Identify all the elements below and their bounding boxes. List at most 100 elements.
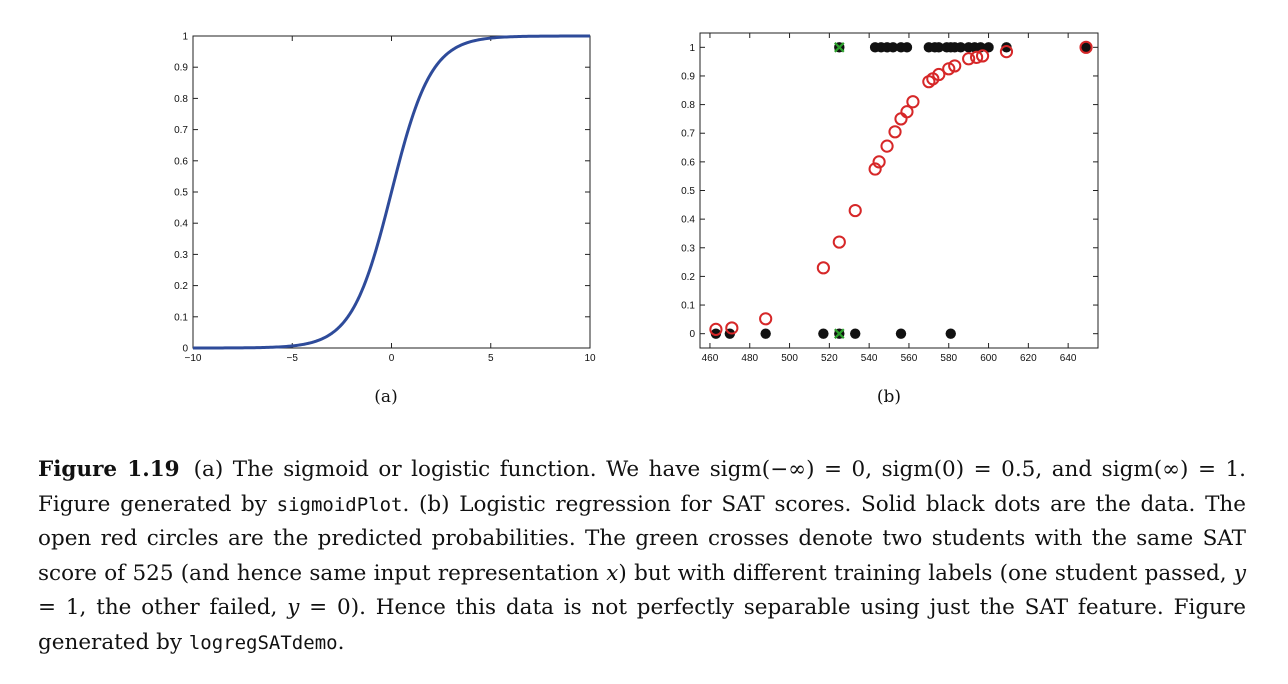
y-tick-label: 0.4 bbox=[681, 215, 695, 226]
math-x: x bbox=[606, 560, 619, 586]
code-sigmoidplot: sigmoidPlot bbox=[276, 493, 403, 516]
sigmoid-curve bbox=[192, 34, 591, 350]
data-point bbox=[963, 42, 974, 53]
data-point bbox=[941, 42, 952, 53]
predicted-probability-point bbox=[872, 155, 886, 169]
subfigure-label-b: (b) bbox=[877, 387, 901, 407]
predicted-probability-point bbox=[888, 125, 902, 139]
data-point bbox=[881, 42, 893, 53]
y-tick-label: 0.7 bbox=[681, 129, 695, 140]
predicted-probability-point bbox=[970, 50, 984, 64]
y-tick-label: 1 bbox=[689, 43, 695, 54]
data-point bbox=[923, 42, 935, 53]
y-tick-label: 0.4 bbox=[174, 219, 188, 230]
data-point bbox=[875, 42, 887, 53]
data-point bbox=[945, 328, 956, 339]
figure-caption: Figure 1.19 (a) The sigmoid or logistic f… bbox=[38, 453, 1246, 661]
figure-label: Figure 1.19 bbox=[38, 457, 180, 482]
predicted-probability-point bbox=[709, 322, 723, 336]
x-tick-label: 560 bbox=[901, 353, 918, 364]
predicted-probability-point bbox=[948, 59, 962, 73]
y-tick-label: 0.8 bbox=[174, 94, 188, 105]
caption-text-5: = 0). Hence this data is not perfectly s… bbox=[38, 595, 1246, 655]
data-point bbox=[933, 42, 944, 53]
caption-text-1: (a) The sigmoid or logistic function. We… bbox=[38, 457, 1247, 517]
data-point bbox=[724, 328, 736, 339]
sigmoid-chart: −10 −5 0 5 10 0 0.1 0.2 0.3 0.4 0.5 0.6 0.7 0.8 0.9 1 (… bbox=[174, 32, 596, 408]
predicted-probability-point bbox=[922, 75, 936, 89]
predicted-probability-point bbox=[880, 139, 894, 153]
plot-frame bbox=[699, 32, 1099, 349]
y-tick-label: 0.8 bbox=[681, 100, 695, 111]
y-tick-label: 0.3 bbox=[174, 250, 188, 261]
predicted-probability-point bbox=[759, 312, 773, 326]
x-tick-label: −5 bbox=[287, 353, 299, 364]
predicted-probability-point bbox=[900, 105, 914, 119]
data-point bbox=[901, 42, 913, 53]
predicted-probability-point bbox=[962, 52, 976, 66]
predicted-probability-point bbox=[816, 261, 830, 275]
y-tick-label: 0.3 bbox=[681, 243, 695, 254]
predicted-probability-point bbox=[725, 321, 739, 335]
green-cross-marker bbox=[834, 328, 845, 339]
y-tick-label: 0.6 bbox=[681, 157, 695, 168]
predicted-probability-point bbox=[906, 95, 920, 109]
data-point bbox=[1080, 42, 1092, 53]
y-tick-label: 0.5 bbox=[681, 186, 695, 197]
data-point bbox=[834, 328, 845, 339]
subfigure-label-a: (a) bbox=[374, 387, 397, 407]
y-tick-label: 0.1 bbox=[174, 312, 188, 323]
data-point bbox=[975, 42, 986, 53]
data-point bbox=[710, 328, 722, 339]
predicted-probability-point bbox=[942, 62, 956, 76]
data-point bbox=[969, 42, 980, 53]
y-tick-label: 0.1 bbox=[681, 301, 695, 312]
y-tick-label: 0.2 bbox=[174, 281, 188, 292]
y-tick-label: 0.9 bbox=[681, 71, 695, 82]
caption-text-3: ) but with different training labels (on… bbox=[618, 560, 1234, 586]
math-y1: y bbox=[1233, 560, 1246, 586]
y-tick-label: 1 bbox=[182, 32, 188, 43]
x-tick-label: 500 bbox=[781, 353, 798, 364]
x-tick-label: 600 bbox=[980, 353, 997, 364]
data-point bbox=[869, 42, 881, 53]
data-point bbox=[955, 42, 966, 53]
y-tick-label: 0 bbox=[182, 344, 188, 355]
math-y2: y bbox=[287, 595, 300, 621]
predicted-probability-point bbox=[832, 235, 846, 249]
y-tick-label: 0 bbox=[689, 329, 695, 340]
predicted-probability-point bbox=[975, 49, 990, 63]
data-point bbox=[895, 42, 907, 53]
data-point bbox=[818, 328, 829, 339]
data-point bbox=[850, 328, 861, 339]
code-logregsatdemo: logregSATdemo bbox=[188, 631, 338, 654]
x-tick-label: 10 bbox=[584, 353, 596, 364]
predicted-probability-point bbox=[1079, 40, 1093, 54]
caption-text-2: . (b) Logistic regression for SAT scores… bbox=[38, 491, 1246, 586]
x-tick-label: 620 bbox=[1020, 353, 1037, 364]
predicted-probability-point bbox=[848, 203, 862, 218]
predicted-probability-point bbox=[999, 45, 1014, 59]
x-tick-label: 580 bbox=[940, 353, 957, 364]
caption-text-4: = 1, the other failed, bbox=[38, 595, 288, 621]
predicted-probability-point bbox=[926, 72, 940, 86]
x-tick-label: 460 bbox=[702, 353, 719, 364]
y-tick-label: 0.5 bbox=[174, 188, 188, 199]
data-point bbox=[895, 328, 907, 339]
y-tick-label: 0.9 bbox=[174, 63, 188, 74]
data-point bbox=[945, 42, 956, 53]
caption-text-6: . bbox=[337, 629, 345, 655]
data-point bbox=[929, 42, 941, 53]
y-tick-label: 0.7 bbox=[174, 125, 188, 136]
x-tick-label: 0 bbox=[389, 353, 395, 364]
data-point bbox=[760, 328, 771, 339]
green-cross-marker bbox=[834, 42, 845, 53]
data-point bbox=[983, 42, 994, 53]
x-tick-label: −10 bbox=[185, 353, 202, 364]
data-point bbox=[887, 42, 899, 53]
predicted-probability-point bbox=[894, 112, 908, 126]
data-point bbox=[949, 42, 960, 53]
predicted-probability-point bbox=[932, 67, 946, 82]
y-tick-label: 0.2 bbox=[681, 272, 695, 283]
x-tick-label: 640 bbox=[1060, 353, 1077, 364]
